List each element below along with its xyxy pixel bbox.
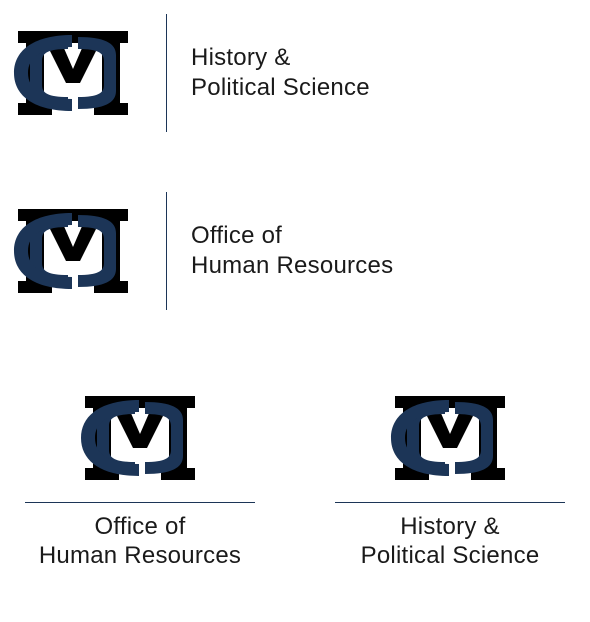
label-line2: Human Resources bbox=[191, 252, 393, 279]
mc-logo-icon bbox=[8, 201, 138, 301]
label-line1: History & bbox=[400, 513, 500, 540]
mc-logo-icon bbox=[75, 388, 205, 488]
department-label: History & Political Science bbox=[191, 43, 370, 103]
department-label: Office of Human Resources bbox=[39, 513, 241, 571]
label-line2: Political Science bbox=[191, 74, 370, 101]
lockup-horizontal-history: History & Political Science bbox=[8, 14, 370, 132]
vertical-divider bbox=[166, 192, 167, 310]
mc-logo-icon bbox=[385, 388, 515, 488]
mc-logo-icon bbox=[8, 23, 138, 123]
horizontal-divider bbox=[335, 502, 565, 503]
lockup-vertical-history: History & Political Science bbox=[320, 388, 580, 571]
label-line1: Office of bbox=[94, 513, 185, 540]
vertical-divider bbox=[166, 14, 167, 132]
horizontal-divider bbox=[25, 502, 255, 503]
label-line1: Office of bbox=[191, 222, 282, 249]
department-label: History & Political Science bbox=[361, 513, 540, 571]
lockup-vertical-hr: Office of Human Resources bbox=[10, 388, 270, 571]
department-label: Office of Human Resources bbox=[191, 221, 393, 281]
label-line1: History & bbox=[191, 44, 291, 71]
label-line2: Political Science bbox=[361, 542, 540, 569]
lockup-horizontal-hr: Office of Human Resources bbox=[8, 192, 393, 310]
label-line2: Human Resources bbox=[39, 542, 241, 569]
